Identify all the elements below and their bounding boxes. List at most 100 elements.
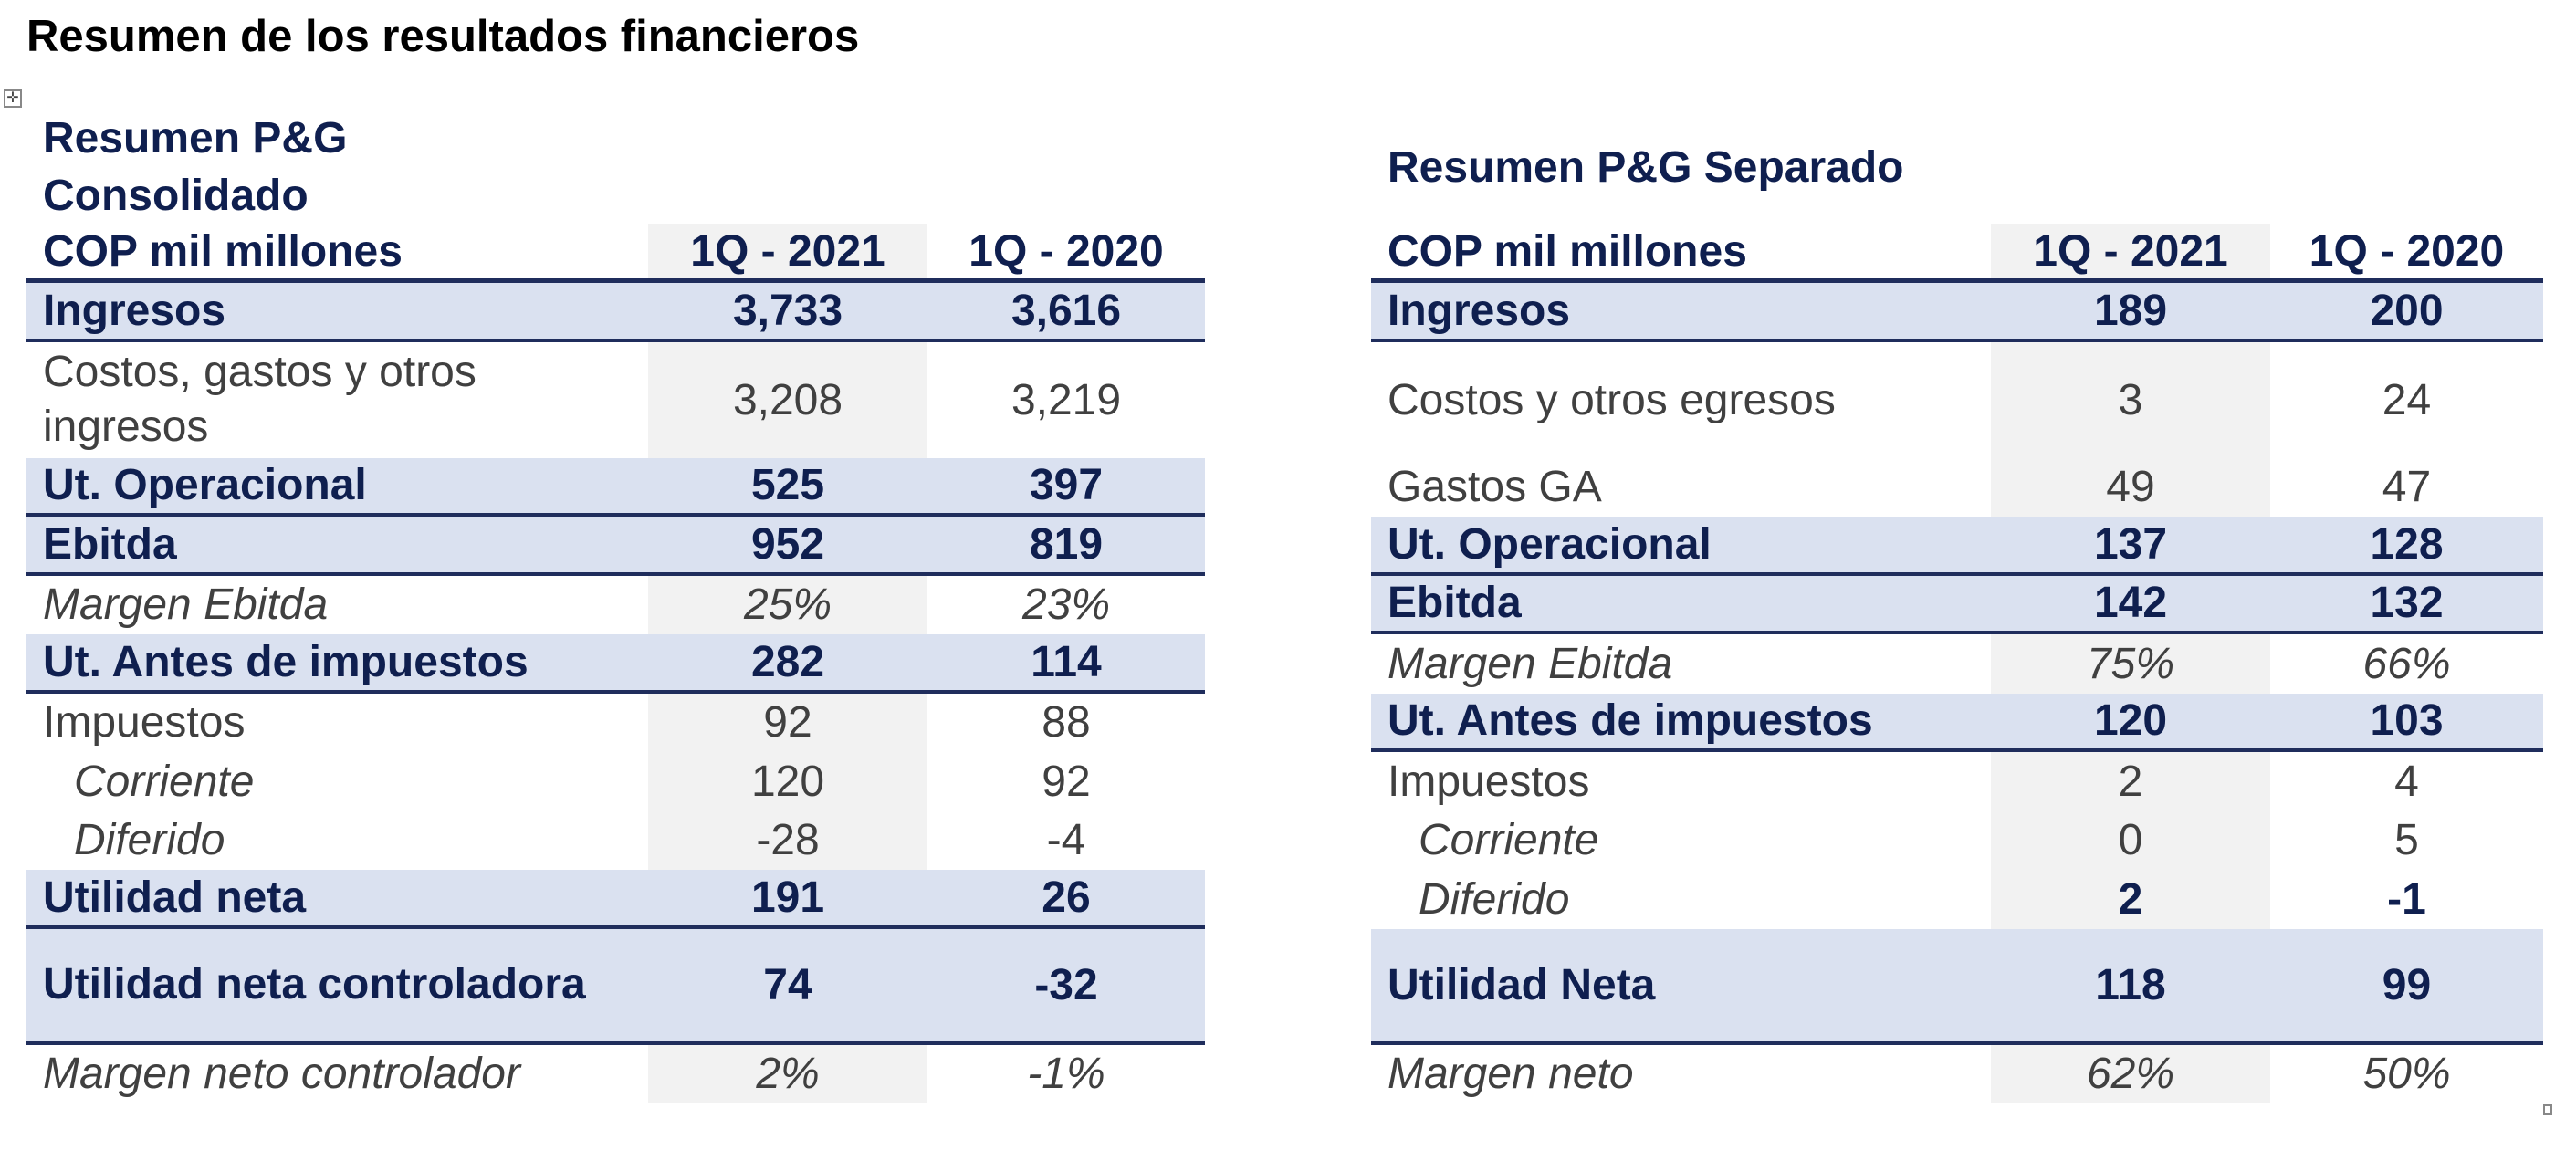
resize-square-icon[interactable]: [2543, 1104, 2552, 1115]
value-1q-2021: 3: [1991, 341, 2270, 458]
value-1q-2020: 3,616: [1011, 286, 1122, 335]
table-header: COP mil millones 1Q - 2021 1Q - 2020: [1371, 224, 2543, 283]
row-label: Ebitda: [1387, 579, 1522, 628]
table-row: Ebitda 142 132: [1371, 575, 2543, 634]
value-1q-2020: 47: [2382, 463, 2432, 512]
value-1q-2020: -1: [2387, 874, 2426, 924]
table-row: Impuestos 92 88: [26, 693, 1205, 752]
table-body: Ingresos 189 200 Costos y otros egresos 3 24 G…: [1371, 283, 2543, 1103]
table-row: Corriente 120 92: [26, 752, 1205, 811]
table-row: Utilidad neta 191 26: [26, 870, 1205, 929]
row-label: Margen neto: [1387, 1050, 1634, 1099]
value-1q-2020: 50%: [2362, 1050, 2451, 1099]
move-arrows-icon[interactable]: ✛: [4, 89, 22, 108]
header-label: COP mil millones: [43, 226, 403, 276]
value-1q-2020: 103: [2370, 696, 2444, 746]
header-label: COP mil millones: [1387, 226, 1747, 276]
table-row: Costos, gastos y otros ingresos 3,208 3,21…: [26, 341, 1205, 458]
value-1q-2021: 2%: [648, 1044, 927, 1103]
row-label: Costos y otros egresos: [1387, 375, 1836, 424]
value-1q-2020: -32: [1034, 960, 1098, 1009]
value-1q-2021: 191: [750, 873, 825, 922]
value-1q-2020: 99: [2382, 960, 2432, 1009]
table-row: Utilidad Neta 118 99: [1371, 928, 2543, 1045]
table-row: Margen Ebitda 25% 23%: [26, 575, 1205, 634]
value-1q-2020: 3,219: [1011, 375, 1122, 424]
value-1q-2020: 200: [2370, 286, 2444, 335]
row-label: Utilidad neta controladora: [43, 960, 586, 1009]
table-row: Ingresos 3,733 3,616: [26, 283, 1205, 342]
table-row: Diferido 2 -1: [1371, 870, 2543, 929]
table-row: Utilidad neta controladora 74 -32: [26, 928, 1205, 1045]
table-caption: Resumen P&G Separado: [1387, 143, 1904, 192]
table-row: Ut. Operacional 525 397: [26, 457, 1205, 517]
table-caption-line-2: Consolidado: [43, 172, 309, 220]
value-1q-2021: 120: [648, 752, 927, 811]
row-label: Ut. Operacional: [43, 461, 367, 510]
table-row: Ingresos 189 200: [1371, 283, 2543, 342]
value-1q-2021: 62%: [1991, 1044, 2270, 1103]
value-1q-2020: 92: [1042, 757, 1091, 806]
value-1q-2021: 952: [750, 519, 825, 569]
row-label: Ut. Antes de impuestos: [1387, 696, 1873, 746]
table-row: Corriente 0 5: [1371, 810, 2543, 870]
value-1q-2021: 189: [2093, 286, 2168, 335]
value-1q-2021: 25%: [648, 575, 927, 634]
value-1q-2021: 282: [750, 637, 825, 686]
value-1q-2021: 3,208: [648, 341, 927, 458]
value-1q-2020: 23%: [1021, 580, 1111, 630]
value-1q-2021: 49: [1991, 457, 2270, 517]
row-label: Utilidad Neta: [1387, 960, 1656, 1009]
table-row: Ut. Antes de impuestos 120 103: [1371, 693, 2543, 752]
row-label: Diferido: [74, 816, 225, 865]
table-row: Diferido -28 -4: [26, 810, 1205, 870]
header-col-2021: 1Q - 2021: [648, 224, 927, 278]
table-row: Ebitda 952 819: [26, 517, 1205, 576]
table-header: COP mil millones 1Q - 2021 1Q - 2020: [26, 224, 1205, 283]
table-row: Impuestos 2 4: [1371, 752, 2543, 811]
row-label: Ingresos: [43, 286, 226, 335]
value-1q-2020: 88: [1042, 698, 1091, 748]
value-1q-2020: 66%: [2362, 639, 2451, 688]
row-label: Margen Ebitda: [1387, 639, 1673, 688]
header-col-2021: 1Q - 2021: [1991, 224, 2270, 278]
table-row: Ut. Antes de impuestos 282 114: [26, 634, 1205, 694]
table-caption-line-1: Resumen P&G: [43, 114, 348, 162]
value-1q-2020: 5: [2394, 816, 2419, 865]
row-label: Margen neto controlador: [43, 1050, 520, 1099]
table-row: Margen Ebitda 75% 66%: [1371, 634, 2543, 694]
value-1q-2020: 26: [1042, 873, 1091, 922]
value-1q-2021: 142: [2093, 579, 2168, 628]
value-1q-2021: 118: [2095, 960, 2166, 1009]
value-1q-2020: 397: [1029, 461, 1104, 510]
row-label: Ingresos: [1387, 286, 1571, 335]
value-1q-2020: 819: [1029, 519, 1104, 569]
value-1q-2021: -28: [648, 810, 927, 870]
row-label: Costos, gastos y otros ingresos: [43, 348, 476, 451]
row-label: Corriente: [74, 757, 255, 806]
table-row: Margen neto 62% 50%: [1371, 1044, 2543, 1103]
value-1q-2021: 525: [750, 461, 825, 510]
row-label: Gastos GA: [1387, 463, 1602, 512]
value-1q-2020: 114: [1031, 637, 1102, 686]
page-title: Resumen de los resultados financieros: [26, 12, 860, 61]
value-1q-2021: 3,733: [732, 286, 843, 335]
value-1q-2021: 137: [2093, 519, 2168, 569]
value-1q-2021: 2: [1991, 870, 2270, 929]
value-1q-2020: -4: [1046, 816, 1086, 865]
value-1q-2021: 75%: [1991, 634, 2270, 694]
table-row: Costos y otros egresos 3 24: [1371, 341, 2543, 458]
row-label: Ebitda: [43, 519, 177, 569]
table-row: Ut. Operacional 137 128: [1371, 517, 2543, 576]
row-label: Utilidad neta: [43, 873, 307, 922]
value-1q-2021: 92: [648, 693, 927, 752]
table-row: Gastos GA 49 47: [1371, 457, 2543, 517]
row-label: Corriente: [1419, 816, 1599, 865]
row-label: Impuestos: [1387, 757, 1590, 806]
header-col-2020: 1Q - 2020: [969, 226, 1164, 276]
value-1q-2020: -1%: [1027, 1050, 1105, 1099]
table-row: Margen neto controlador 2% -1%: [26, 1044, 1205, 1103]
header-col-2020: 1Q - 2020: [2309, 226, 2505, 276]
value-1q-2020: 132: [2370, 579, 2444, 628]
value-1q-2020: 24: [2382, 375, 2432, 424]
